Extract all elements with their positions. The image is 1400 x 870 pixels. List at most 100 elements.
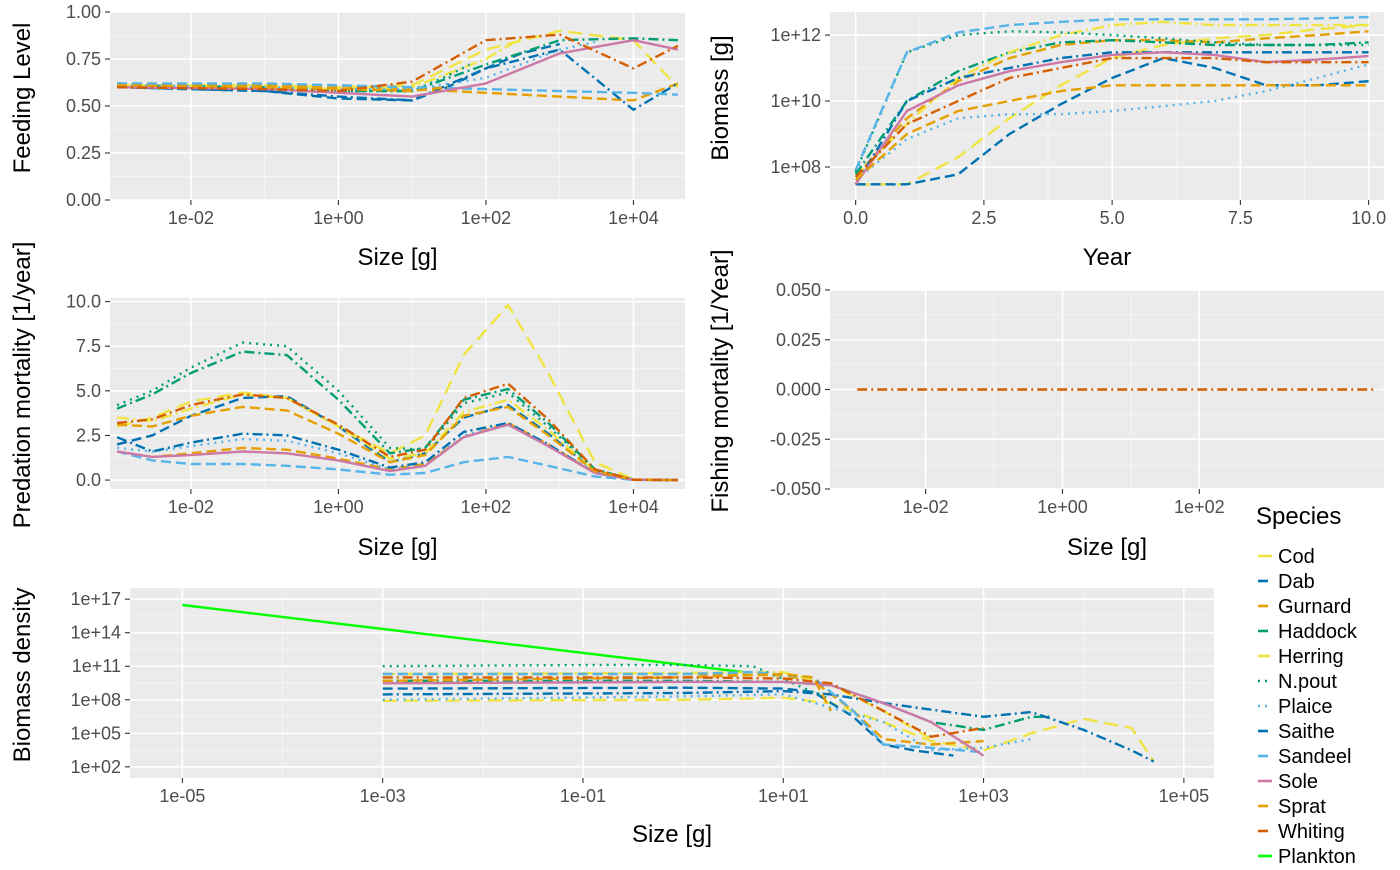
series-line-herring [117,37,522,91]
x-tick-label: 1e-02 [168,208,214,228]
series-line-plaice [854,63,1369,182]
y-tick-label: 2.5 [76,425,101,445]
legend-label: Whiting [1278,821,1345,843]
biomass-y-axis-title: Biomass [g] [707,35,734,160]
feeding-x-axis-title: Size [g] [357,244,437,271]
x-tick-label: 1e+01 [758,786,809,806]
y-tick-label: 1.00 [66,2,101,22]
y-tick-label: 1e+05 [70,723,121,743]
legend-label: Saithe [1278,721,1335,743]
feeding-major-grid [110,11,685,201]
legend-label: Cod [1278,546,1315,568]
y-tick-label: 1e+17 [70,589,121,609]
y-tick-label: 0.00 [66,190,101,210]
biomass-x-axis-title: Year [1083,244,1132,271]
spectrum-series-group [182,603,1155,763]
series-line-whiting [854,56,1369,178]
series-line-sprat [854,84,1369,181]
series-line-sandeel [854,15,1369,171]
x-tick-label: 1e-02 [168,497,214,517]
y-tick-label: 7.5 [76,336,101,356]
x-tick-label: 1e-02 [903,497,949,517]
x-tick-label: 1e+02 [1174,497,1225,517]
y-tick-label: 0.0 [76,470,101,490]
x-tick-label: 1e+03 [958,786,1009,806]
series-line-saithe [117,48,679,111]
legend-label: Plaice [1278,696,1332,718]
series-line-cod [116,303,678,482]
legend-label: Gurnard [1278,596,1351,618]
y-tick-label: 1e+12 [770,25,821,45]
series-line-haddock [854,39,1369,175]
series-line-cod [382,696,1155,763]
biomass-panel: 0.0 2.5 5.0 7.5 10.0 1e+08 1e+10 1e+12 Year Bioma… [707,12,1386,271]
predation-major-grid [110,298,685,489]
x-tick-label: 1e+00 [1037,497,1088,517]
series-line-npout [382,663,832,701]
legend: Species Cod Dab Gurnard Haddock Herring N.pou… [1256,503,1358,868]
predation-y-axis-title: Predation mortality [1/year] [9,242,36,529]
series-line-dab [855,56,1369,186]
y-tick-label: 1e+14 [70,623,121,643]
y-tick-label: 0.75 [66,49,101,69]
y-tick-label: 1e+08 [770,157,821,177]
series-line-sandeel [382,670,984,754]
y-tick-label: 0.050 [776,280,821,300]
spectrum-major-grid [130,588,1214,778]
legend-label: Sole [1278,771,1318,793]
y-tick-label: -0.050 [770,479,821,499]
x-tick-label: 1e-01 [560,786,606,806]
series-line-herring [382,670,932,741]
x-tick-label: 1e-03 [360,786,406,806]
series-line-whiting [117,33,679,93]
x-tick-label: 1e+04 [608,497,659,517]
fishing-panel: 1e-02 1e+00 1e+02 -0.050 -0.025 0.000 0.025 0.0… [707,249,1384,561]
legend-label: Sprat [1278,796,1326,818]
series-line-haddock [117,37,678,93]
x-tick-label: 1e+00 [313,497,364,517]
feeding-panel: 1e-02 1e+00 1e+02 1e+04 0.00 0.25 0.50 0.75 1.00… [9,2,685,271]
spectrum-x-axis-title: Size [g] [632,821,712,848]
y-tick-label: 0.000 [776,380,821,400]
series-line-haddock [116,350,678,482]
series-line-cod [855,23,1369,186]
x-tick-label: 1e+02 [461,497,512,517]
series-line-sandeel [116,450,678,482]
series-line-sprat [117,84,448,93]
x-tick-label: 1e-05 [159,786,205,806]
series-line-npout [116,341,678,482]
spectrum-panel: 1e-05 1e-03 1e-01 1e+01 1e+03 1e+05 1e+02 1e+05… [9,588,1214,848]
x-tick-label: 1e+04 [608,208,659,228]
y-tick-label: 0.25 [66,143,101,163]
fishing-y-axis-title: Fishing mortality [1/Year] [707,249,734,512]
y-tick-label: 1e+02 [70,757,121,777]
feeding-series-group [117,29,679,111]
predation-x-axis-title: Size [g] [357,534,437,561]
series-line-whiting [116,382,678,482]
y-tick-label: 10.0 [66,292,101,312]
series-line-sole [382,680,985,757]
x-tick-label: 10.0 [1351,208,1386,228]
legend-label: Dab [1278,571,1315,593]
series-line-sprat [117,405,678,482]
predation-panel-background [110,298,685,489]
legend-label: N.pout [1278,671,1337,693]
x-tick-label: 7.5 [1228,208,1253,228]
x-tick-label: 2.5 [971,208,996,228]
series-line-npout [117,63,471,93]
y-tick-label: 5.0 [76,381,101,401]
series-line-dab [382,686,954,757]
series-line-plaice [117,40,596,91]
legend-title: Species [1256,503,1341,530]
legend-label: Plankton [1278,846,1356,865]
series-line-herring [116,393,678,482]
legend-label: Herring [1278,646,1344,668]
x-tick-label: 0.0 [843,208,868,228]
series-line-plankton [182,603,744,674]
y-tick-label: 1e+10 [770,91,821,111]
x-tick-label: 1e+05 [1159,786,1210,806]
y-tick-label: -0.025 [770,429,821,449]
y-tick-label: 0.50 [66,96,101,116]
